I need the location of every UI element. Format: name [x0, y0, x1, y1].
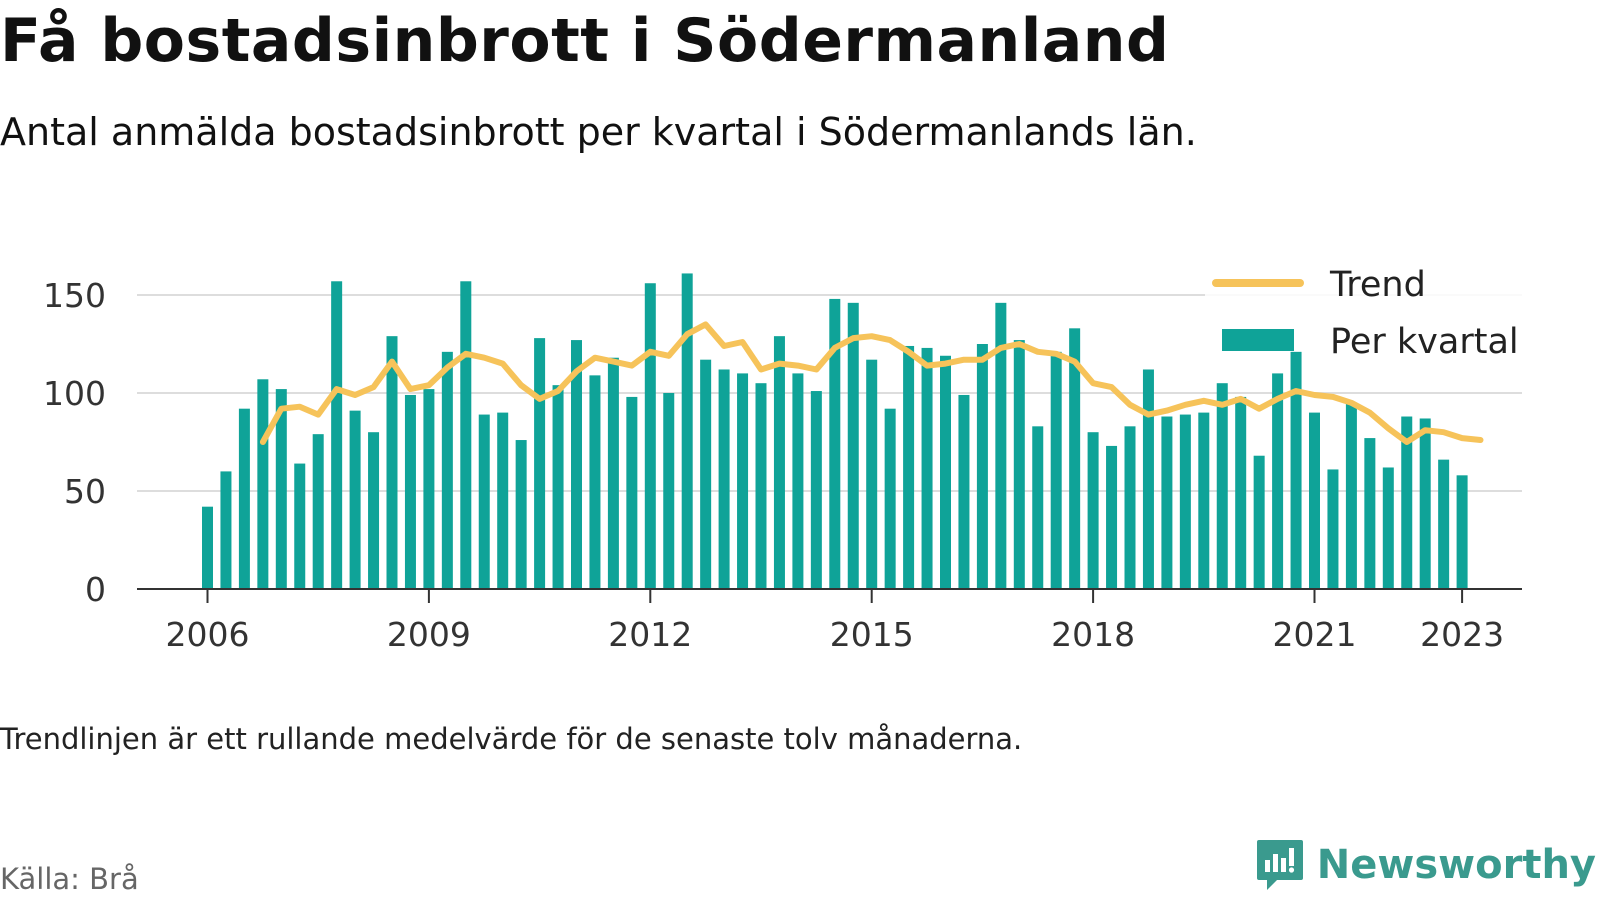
bar [773, 336, 785, 589]
bar [238, 408, 250, 589]
bar [1419, 418, 1431, 589]
y-tick-label: 150 [43, 276, 106, 315]
bar [1382, 467, 1394, 589]
bar [312, 434, 324, 589]
line-series-trend [259, 321, 1484, 445]
bar [829, 298, 841, 589]
bar [1013, 340, 1025, 589]
bar [1032, 426, 1044, 589]
bar [275, 389, 287, 589]
bar-series-per-kvartal [202, 273, 1468, 589]
bar [478, 414, 490, 589]
newsworthy-logo-icon [1256, 840, 1303, 890]
x-tick-label: 2006 [166, 615, 250, 654]
source-label: Källa: Brå [0, 862, 139, 896]
bar [534, 338, 546, 589]
bar [1050, 351, 1062, 589]
bar [589, 375, 601, 589]
bar [386, 336, 398, 589]
x-tick-label: 2021 [1273, 615, 1357, 654]
bar [1235, 396, 1247, 589]
bar [1456, 475, 1468, 589]
bar [331, 281, 343, 589]
y-tick-label: 100 [43, 374, 106, 413]
bar [404, 394, 416, 589]
bar [257, 379, 269, 589]
bar [1290, 351, 1302, 589]
bar [718, 369, 730, 589]
trend-line [259, 321, 1484, 445]
bar [663, 393, 675, 589]
bar [810, 391, 822, 589]
y-tick-label: 50 [64, 472, 106, 511]
bar [903, 345, 915, 589]
bar [792, 373, 804, 589]
bar [1087, 432, 1099, 589]
bar [1069, 328, 1081, 589]
bar [847, 302, 859, 589]
bar [1161, 416, 1173, 589]
x-tick-label: 2023 [1420, 615, 1504, 654]
bar [441, 351, 453, 589]
chart-title: Få bostadsinbrott i Södermanland [0, 6, 1170, 76]
bar [1309, 412, 1320, 589]
bar [866, 359, 878, 589]
bar [1401, 416, 1413, 589]
bar [1272, 373, 1284, 589]
bar [995, 302, 1007, 589]
bar [626, 396, 638, 589]
bar [497, 412, 509, 589]
bar [884, 408, 896, 589]
bar [700, 359, 712, 589]
bar [1142, 369, 1154, 589]
chart-note: Trendlinjen är ett rullande medelvärde f… [0, 722, 1023, 756]
brand-logo[interactable]: Newsworthy [1255, 838, 1596, 892]
bar [294, 463, 306, 589]
legend-label-trend: Trend [1329, 265, 1426, 305]
legend-swatch-per-kvartal [1222, 329, 1294, 351]
x-tick-label: 2015 [830, 615, 914, 654]
bar [460, 281, 472, 589]
bar [1198, 412, 1210, 589]
axes: 0 50 100 150 2006 2009 2012 2015 2018 2021 2023 [43, 276, 1522, 654]
brand-name: Newsworthy [1316, 842, 1596, 888]
bar [1364, 438, 1376, 589]
x-tick-label: 2012 [608, 615, 692, 654]
bar [940, 355, 951, 589]
bar [515, 440, 527, 589]
bar [921, 347, 933, 589]
legend: Trend Per kvartal [1205, 265, 1535, 362]
bar [1345, 402, 1357, 589]
bar [958, 394, 970, 589]
bar [423, 389, 435, 589]
y-tick-label: 0 [85, 570, 106, 609]
bar [737, 373, 749, 589]
bar [1327, 469, 1339, 589]
x-tick-label: 2009 [387, 615, 471, 654]
x-tick-label: 2018 [1051, 615, 1135, 654]
bar [202, 506, 213, 589]
bar [571, 340, 582, 589]
bar [552, 385, 564, 589]
bar [607, 357, 619, 589]
bar [1179, 414, 1191, 589]
bar [755, 383, 767, 589]
legend-label-per-kvartal: Per kvartal [1330, 322, 1519, 362]
bar [349, 410, 361, 589]
bar [681, 273, 693, 589]
bar [1216, 383, 1228, 589]
bar [368, 432, 380, 589]
bar [976, 344, 988, 589]
bar [1106, 445, 1118, 589]
bar [1124, 426, 1136, 589]
bar [1253, 455, 1265, 589]
bar [220, 471, 232, 589]
bar [644, 283, 656, 589]
chart-subtitle: Antal anmälda bostadsinbrott per kvartal… [0, 110, 1197, 154]
bar [1438, 459, 1450, 589]
